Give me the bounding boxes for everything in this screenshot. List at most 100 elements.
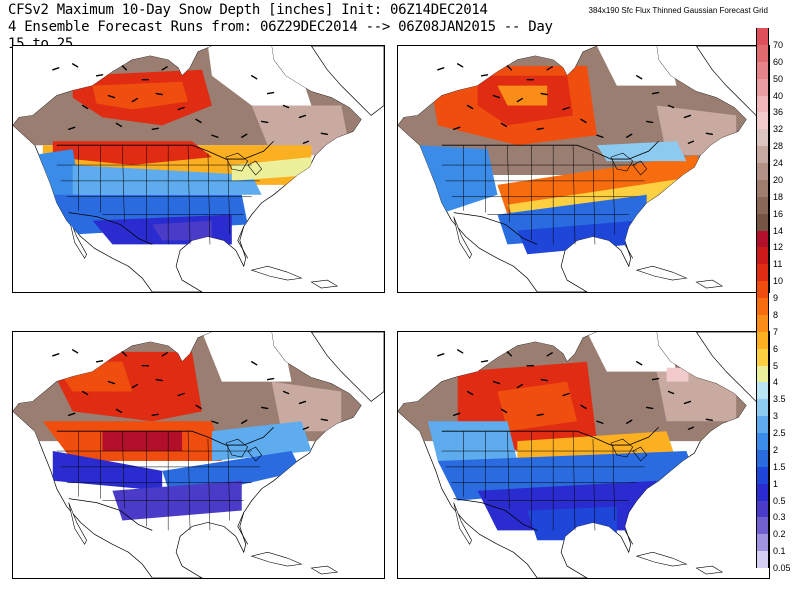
legend-entry: 3 [756,399,796,421]
legend-label: 0.1 [773,546,786,557]
legend-entry: 50 [756,61,796,84]
legend-swatch [756,78,769,96]
legend-swatch [756,466,769,484]
legend-label: 28 [773,141,784,152]
color-legend: 70 60 50 40 36 32 28 24 20 18 16 14 12 11 10 9 8 7 6 5 4 3.5 3… [756,28,796,573]
title-line-1: CFSv2 Maximum 10-Day Snow Depth [inches]… [8,2,488,18]
legend-swatch [756,331,769,349]
legend-swatch [756,44,769,62]
legend-swatch [756,247,769,265]
legend-swatch [756,483,769,501]
legend-swatch [756,314,769,332]
legend-label: 2 [773,444,779,455]
legend-swatch [756,416,769,433]
legend-entry: 2.5 [756,416,796,438]
legend-entry: 24 [756,146,796,168]
legend-label: 1 [773,478,779,489]
legend-entry: 0.5 [756,483,796,506]
legend-entry: 14 [756,213,796,236]
legend-entry: 36 [756,95,796,117]
legend-entry: 20 [756,163,796,185]
legend-swatch [756,264,769,282]
legend-label: 9 [773,293,779,303]
legend-label: 20 [773,174,784,185]
legend-label: 3.5 [773,394,786,405]
legend-label: 4 [773,377,779,388]
legend-swatch [756,365,769,383]
legend-entry: 0.05 [756,551,796,573]
legend-label: 0.3 [773,512,786,523]
legend-swatch [756,163,769,180]
legend-entry: 10 [756,264,796,286]
legend-swatch [756,230,769,248]
legend-swatch [756,399,769,417]
legend-entry: 60 [756,44,796,67]
legend-entry: 0.2 [756,517,796,539]
legend-label: 24 [773,158,784,168]
legend-label: 50 [773,73,784,84]
legend-swatch [756,95,769,113]
legend-label: 32 [773,124,784,135]
legend-entry: 9 [756,281,796,303]
legend-label: 3 [773,411,779,422]
legend-entry: 40 [756,78,796,101]
legend-entry: 16 [756,196,796,219]
legend-swatch [756,382,769,400]
legend-label: 1.5 [773,461,786,472]
legend-swatch [756,129,769,147]
legend-entry: 3.5 [756,382,796,404]
legend-swatch [756,28,769,45]
legend-label: 18 [773,191,784,202]
legend-label: 12 [773,242,784,253]
legend-label: 11 [773,259,783,270]
legend-entry: 28 [756,129,796,151]
legend-entry: 0.1 [756,534,796,556]
legend-swatch [756,61,769,79]
legend-entry: 7 [756,314,796,337]
legend-entry: 11 [756,247,796,269]
legend-swatch [756,281,769,298]
legend-entry: 4 [756,365,796,387]
legend-swatch [756,449,769,467]
legend-label: 2.5 [773,428,786,438]
legend-swatch [756,298,769,315]
legend-label: 60 [773,56,784,67]
legend-entry: 1 [756,466,796,489]
legend-swatch [756,551,769,568]
legend-swatch [756,112,769,130]
legend-entry: 70 [756,28,796,50]
ensemble-map-run-2 [397,45,770,293]
legend-label: 0.5 [773,495,786,506]
legend-swatch [756,179,769,197]
legend-swatch [756,534,769,552]
ensemble-map-run-3 [12,331,385,579]
legend-label: 36 [773,107,784,118]
legend-label: 70 [773,39,784,50]
legend-entry: 32 [756,112,796,134]
legend-entry: 8 [756,298,796,320]
legend-entry: 0.3 [756,500,796,522]
legend-label: 40 [773,90,784,101]
legend-entry: 1.5 [756,449,796,472]
legend-entry: 18 [756,179,796,202]
legend-entry: 12 [756,230,796,252]
legend-swatch [756,348,769,366]
legend-entry: 2 [756,433,796,455]
legend-swatch [756,146,769,163]
grid-note: 384x190 Sfc Flux Thinned Gaussian Foreca… [588,6,769,15]
ensemble-map-run-1 [12,45,385,293]
legend-label: 0.05 [773,563,791,573]
legend-swatch [756,517,769,535]
ensemble-map-run-4 [397,331,770,579]
legend-entry: 6 [756,331,796,354]
legend-label: 14 [773,225,784,236]
legend-label: 16 [773,208,784,219]
legend-label: 6 [773,343,779,354]
legend-swatch [756,213,769,231]
legend-label: 8 [773,309,779,320]
legend-swatch [756,500,769,518]
legend-label: 10 [773,276,784,287]
legend-swatch [756,196,769,214]
legend-swatch [756,433,769,450]
legend-label: 7 [773,326,779,337]
